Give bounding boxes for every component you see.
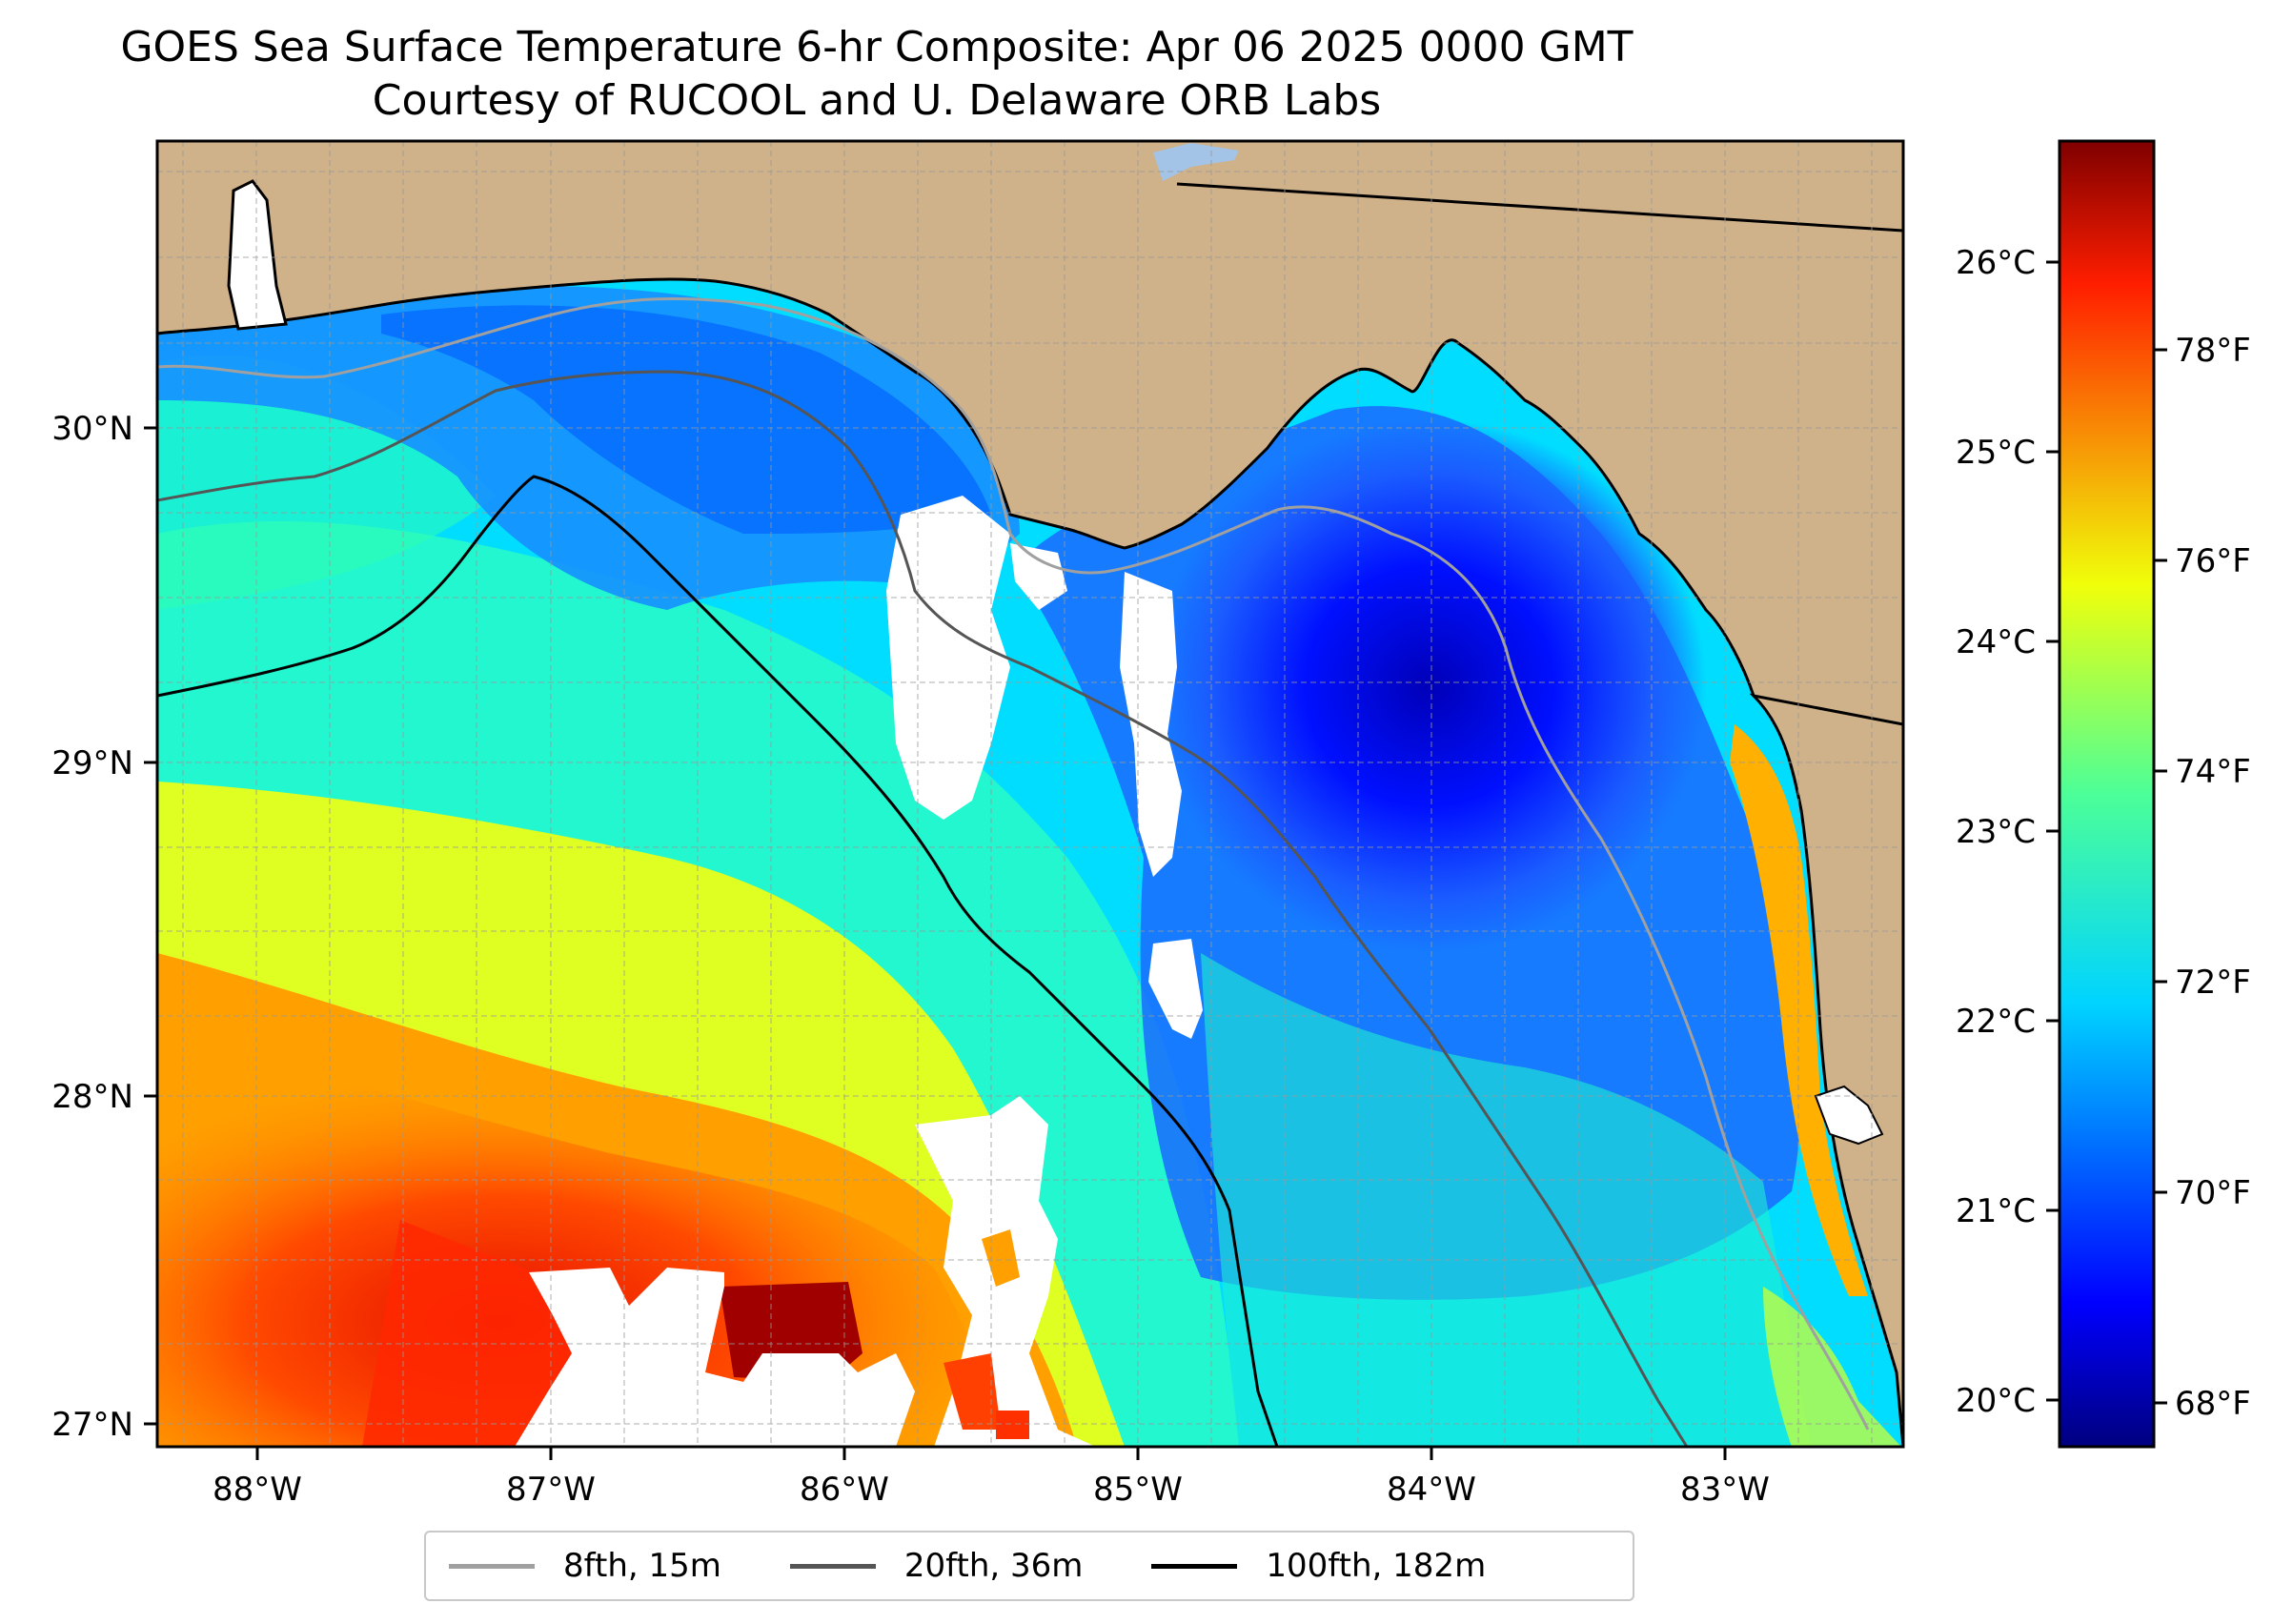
legend: 8fth, 15m 20fth, 36m 100fth, 182m: [424, 1531, 1634, 1601]
lat-tick-label: 30°N: [51, 410, 133, 448]
map-frame: [155, 139, 1905, 1449]
cloud-mask-5: [515, 1268, 915, 1447]
legend-item-100fth: 100fth, 182m: [1151, 1547, 1486, 1585]
cloud-mask-4: [1010, 543, 1067, 610]
lake-seminole: [1153, 143, 1239, 181]
lon-tick-label: 87°W: [506, 1471, 596, 1509]
legend-item-8fth: 8fth, 15m: [449, 1547, 721, 1585]
legend-line-icon: [449, 1563, 535, 1569]
y-tick-marks: [144, 426, 157, 1426]
sst-map: [157, 141, 1903, 1447]
colorbar-c-label: 23°C: [1956, 813, 2036, 851]
chart-subtitle: Courtesy of RUCOOL and U. Delaware ORB L…: [372, 76, 1382, 125]
lon-tick-label: 88°W: [213, 1471, 302, 1509]
land-mass: [157, 141, 1903, 803]
legend-line-icon: [1151, 1563, 1238, 1569]
colorbar-f-label: 74°F: [2175, 753, 2251, 791]
sst-orange-spot-1: [944, 1353, 1001, 1430]
legend-item-20fth: 20fth, 36m: [789, 1547, 1084, 1585]
gridlines: [157, 141, 1903, 1447]
mobile-bay: [227, 179, 288, 331]
colorbar-c-label: 26°C: [1956, 244, 2036, 282]
sst-cold-core: [1153, 419, 1706, 953]
sst-orange-spot-3: [982, 1229, 1020, 1287]
lon-tick-label: 86°W: [800, 1471, 889, 1509]
lon-tick-label: 83°W: [1680, 1471, 1770, 1509]
colorbar-c-ticks: [2046, 260, 2060, 1402]
sst-east-cyan: [1201, 953, 1811, 1447]
colorbar-c-label: 20°C: [1956, 1382, 2036, 1420]
colorbar-f-ticks: [2154, 348, 2167, 1405]
legend-label: 8fth, 15m: [563, 1547, 721, 1585]
florida-peninsula: [1749, 693, 1903, 1447]
lon-tick-label: 84°W: [1387, 1471, 1476, 1509]
cloud-mask-2: [1120, 572, 1182, 877]
colorbar-f-label: 72°F: [2175, 964, 2251, 1002]
lat-tick-label: 28°N: [51, 1078, 133, 1116]
sst-orange-spot-2: [996, 1411, 1029, 1439]
colorbar-f-label: 76°F: [2175, 542, 2251, 580]
isobath-8fth: [157, 296, 1870, 1431]
legend-line-icon: [789, 1563, 876, 1569]
tampa-bay: [1814, 1085, 1884, 1146]
cloud-mask-3: [1148, 939, 1203, 1039]
lat-tick-label: 27°N: [51, 1406, 133, 1444]
colorbar-f-label: 68°F: [2175, 1385, 2251, 1423]
colorbar-c-label: 21°C: [1956, 1192, 2036, 1230]
isobath-100fth: [157, 475, 1279, 1447]
colorbar-c-label: 22°C: [1956, 1003, 2036, 1041]
legend-label: 100fth, 182m: [1266, 1547, 1487, 1585]
sst-blue-inner: [381, 305, 991, 534]
sst-green-nw: [157, 355, 496, 610]
colorbar-f-label: 78°F: [2175, 332, 2251, 370]
colorbar-f-label: 70°F: [2175, 1174, 2251, 1212]
legend-label: 20fth, 36m: [903, 1547, 1084, 1585]
state-border: [1176, 182, 1903, 233]
x-tick-marks: [255, 1447, 1727, 1460]
lat-tick-label: 29°N: [51, 744, 133, 782]
lon-tick-label: 85°W: [1093, 1471, 1183, 1509]
colorbar: [2058, 139, 2156, 1449]
colorbar-c-label: 24°C: [1956, 623, 2036, 661]
isobath-20fth: [157, 370, 1689, 1447]
colorbar-c-label: 25°C: [1956, 434, 2036, 472]
cloud-mask-1: [886, 496, 1010, 820]
chart-title: GOES Sea Surface Temperature 6-hr Compos…: [120, 23, 1634, 71]
